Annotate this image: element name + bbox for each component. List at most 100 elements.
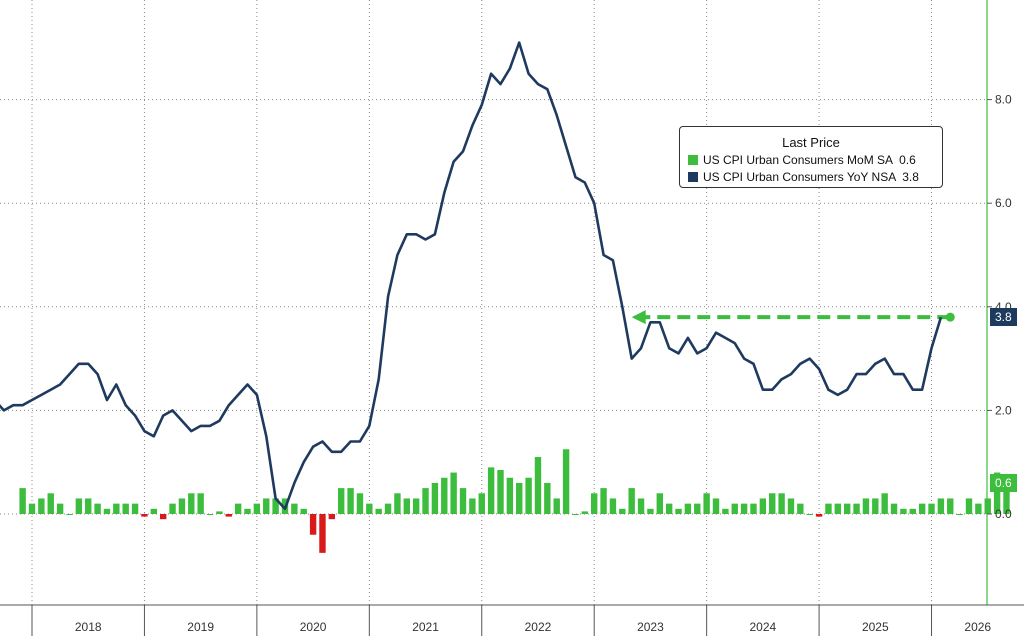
mom-bar [750,503,757,514]
x-tick-label: 2021 [412,620,439,634]
mom-bar [712,498,720,514]
mom-bar [759,498,767,514]
mom-bar [412,498,420,514]
legend-entry-mom: US CPI Urban Consumers MoM SA 0.6 [688,153,942,167]
mom-bar [853,503,860,514]
arrow-head [631,310,646,325]
legend-swatch-yoy [688,172,698,182]
legend-value-yoy: 3.8 [902,170,919,184]
x-axis-band [0,605,1024,636]
mom-bar [947,498,954,514]
mom-bar [244,508,251,514]
mom-bar [375,508,382,514]
mom-bar [534,457,542,514]
y-tick-label: 8.0 [995,93,1012,107]
mom-bar [787,498,795,514]
mom-bar [731,503,738,514]
mom-bar [703,493,710,514]
mom-bar [234,503,242,514]
mom-bar [740,503,748,514]
x-tick-label: 2026 [964,620,991,634]
arrow-tail-dot [945,312,955,322]
mom-bar [263,498,270,514]
mom-bar [216,511,223,514]
mom-bar [684,503,692,514]
y-tick-label: 6.0 [995,196,1012,210]
mom-bar [806,514,813,515]
mom-bar [38,498,45,514]
mom-bar [797,503,804,514]
mom-bar [206,514,214,515]
mom-bar [487,467,495,514]
mom-bar [525,477,532,514]
mom-bar [188,493,195,514]
mom-bar [169,503,176,514]
mom-bar [1003,482,1010,514]
mom-bar [591,493,598,514]
mom-bar [113,503,120,514]
mom-bar [103,508,111,514]
mom-bar [85,498,92,514]
mom-bar [253,503,261,514]
mom-bar [28,503,36,514]
mom-bar [553,498,560,514]
mom-bar [159,514,167,520]
mom-bar [637,498,645,514]
mom-bar [937,498,945,514]
mom-bar [581,511,589,514]
mom-bar [469,498,476,514]
x-tick-label: 2025 [862,620,889,634]
mom-bar [497,469,504,514]
dashed-arrow [631,310,955,325]
mom-bar [890,503,898,514]
mom-bar [872,498,879,514]
mom-bar [403,498,410,514]
mom-bar [309,514,317,535]
mom-bar [656,493,663,514]
mom-bar [459,488,467,514]
mom-bar [881,493,888,514]
mom-bar [47,493,54,514]
x-tick-labels: 2018 2019 2020 2021 2022 2023 2024 2025 2026 [75,620,992,634]
mom-bar [722,508,729,514]
mom-bar [225,514,232,517]
mom-bar [965,498,973,514]
mom-bar [478,493,485,514]
legend-value-mom: 0.6 [899,153,916,167]
mom-bar [843,503,851,514]
mom-bar [422,488,429,514]
mom-bar [272,498,279,514]
mom-bar [834,503,842,514]
mom-bar [900,508,907,514]
grid-lines [0,0,987,605]
x-tick-label: 2018 [75,620,102,634]
mom-bar [769,493,776,514]
mom-bar [384,503,392,514]
mom-bar [450,472,457,514]
legend-label-yoy: US CPI Urban Consumers YoY NSA [703,170,897,184]
x-tick-label: 2019 [187,620,214,634]
mom-bar [197,493,204,514]
mom-bar [431,482,439,514]
mom-bar [825,503,832,514]
mom-bar [338,488,345,514]
legend-swatch-mom [688,155,698,165]
mom-bar [178,498,186,514]
mom-bar [619,508,626,514]
mom-bar [928,503,935,514]
yoy-line [0,41,943,511]
mom-bar [394,493,401,514]
mom-bar [815,514,823,517]
mom-bar [600,488,607,514]
y-tick-labels: 8.06.04.02.00.0 [987,93,1012,521]
mom-bar [862,498,870,514]
x-tick-label: 2023 [637,620,664,634]
x-tick-label: 2020 [300,620,327,634]
legend: Last Price US CPI Urban Consumers MoM SA… [679,126,943,188]
mom-bar [609,498,617,514]
mom-bar [647,508,654,514]
mom-bar [694,503,701,514]
mom-bar [356,493,364,514]
mom-bar [993,472,1001,514]
